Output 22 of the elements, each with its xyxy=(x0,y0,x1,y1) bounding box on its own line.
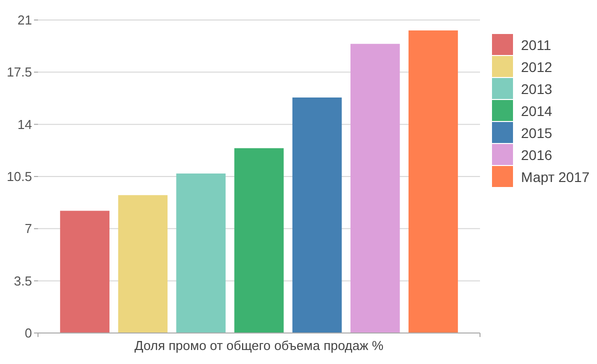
legend-label: 2012 xyxy=(521,58,552,75)
bar xyxy=(176,174,226,333)
y-tick-label: 17.5 xyxy=(6,64,32,80)
y-tick-label: 7 xyxy=(24,221,32,236)
bar xyxy=(234,148,284,333)
legend-label: 2014 xyxy=(521,102,552,119)
y-tick-label: 21 xyxy=(18,12,32,28)
legend-label: 2016 xyxy=(521,146,552,163)
legend-label: Март 2017 xyxy=(521,168,590,185)
legend-label: 2015 xyxy=(521,124,552,141)
y-tick-label: 10.5 xyxy=(6,169,32,184)
bar xyxy=(60,210,110,333)
bar xyxy=(408,30,458,333)
y-tick-label: 3.5 xyxy=(14,273,32,288)
bar xyxy=(350,44,400,333)
y-tick-label: 0 xyxy=(24,326,32,341)
legend-label: 2011 xyxy=(521,36,552,53)
y-tick-label: 14 xyxy=(18,116,32,132)
bar xyxy=(118,195,168,333)
x-tick-label: Доля промо от общего объема продаж % xyxy=(134,338,384,353)
legend-label: 2013 xyxy=(521,80,552,97)
bar xyxy=(292,98,342,333)
